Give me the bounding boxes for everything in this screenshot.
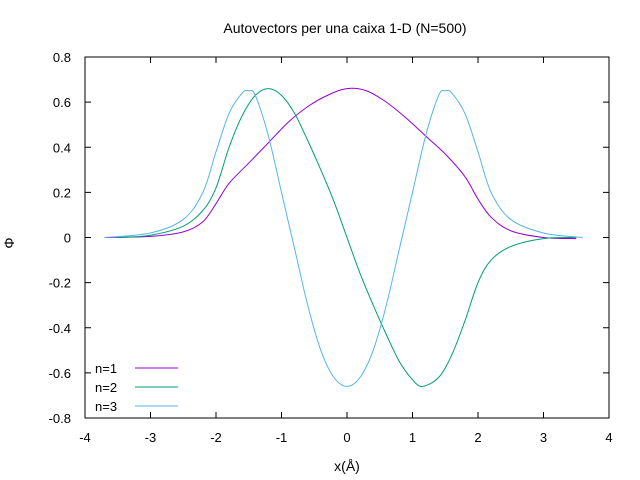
y-axis: -0.8 -0.6 -0.4 -0.2 0 0.2 0.4 0.6 0.8 (49, 50, 609, 426)
series-line-n3 (104, 89, 583, 387)
y-tick-label: -0.8 (49, 411, 71, 426)
y-tick-label: 0.2 (53, 185, 71, 200)
y-tick-label: -0.4 (49, 321, 71, 336)
legend-label: n=3 (95, 399, 117, 414)
x-axis: -4 -3 -2 -1 0 1 2 3 4 (79, 57, 613, 445)
y-tick-label: -0.6 (49, 366, 71, 381)
y-tick-label: 0.4 (53, 140, 71, 155)
y-axis-label: Φ (1, 237, 17, 248)
x-tick-label: -4 (79, 430, 91, 445)
x-axis-label: x(Å) (334, 458, 360, 474)
x-tick-label: -3 (145, 430, 157, 445)
series-group (104, 87, 583, 387)
chart-title: Autovectors per una caixa 1-D (N=500) (223, 20, 466, 36)
legend: n=1 n=2 n=3 (95, 361, 178, 414)
x-tick-label: -1 (276, 430, 288, 445)
y-tick-label: 0.6 (53, 95, 71, 110)
x-tick-label: 2 (474, 430, 481, 445)
x-tick-label: 4 (605, 430, 612, 445)
x-tick-label: 1 (409, 430, 416, 445)
y-tick-label: 0.8 (53, 50, 71, 65)
series-line-n2 (117, 88, 577, 387)
x-tick-label: 3 (540, 430, 547, 445)
series-line-n1 (104, 87, 577, 240)
x-tick-label: 0 (343, 430, 350, 445)
y-tick-label: 0 (64, 231, 71, 246)
legend-label: n=1 (95, 361, 117, 376)
y-tick-label: -0.2 (49, 276, 71, 291)
legend-label: n=2 (95, 380, 117, 395)
x-tick-label: -2 (210, 430, 222, 445)
